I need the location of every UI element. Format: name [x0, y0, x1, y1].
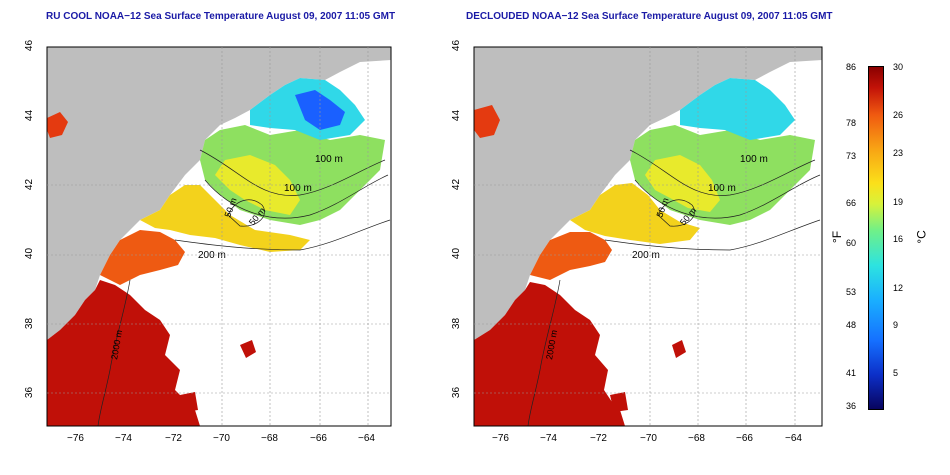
sst-orange-band — [100, 230, 185, 285]
sst-yellow-shelf — [570, 183, 700, 244]
fahrenheit-tick: 36 — [846, 401, 857, 411]
fahrenheit-tick: 86 — [846, 62, 857, 72]
celsius-tick: 19 — [893, 197, 904, 207]
land-mass — [47, 47, 391, 340]
fahrenheit-tick: 48 — [846, 320, 857, 330]
y-tick-label: 40 — [451, 247, 463, 260]
right-panel-title: DECLOUDED NOAA−12 Sea Surface Temperatur… — [466, 11, 833, 22]
celsius-tick: 30 — [893, 62, 904, 72]
x-tick-label: −64 — [358, 433, 375, 444]
fahrenheit-unit-label: °F — [830, 230, 845, 244]
contour-label-200m: 200 m — [632, 250, 660, 261]
y-tick-label: 42 — [451, 178, 463, 191]
fahrenheit-tick: 60 — [846, 238, 857, 248]
sst-warm-islets — [180, 340, 256, 412]
celsius-tick: 23 — [893, 148, 904, 158]
y-tick-label: 38 — [451, 317, 463, 330]
sst-warm-patch — [47, 112, 68, 138]
sst-warm-patch — [474, 105, 500, 138]
left-panel-title: RU COOL NOAA−12 Sea Surface Temperature … — [46, 11, 396, 22]
x-tick-label: −64 — [785, 433, 802, 444]
y-tick-label: 46 — [451, 39, 463, 52]
celsius-unit-label: °C — [914, 230, 929, 244]
x-tick-label: −76 — [492, 433, 509, 444]
contour-label-100m-a: 100 m — [740, 154, 768, 165]
y-tick-label: 36 — [451, 386, 463, 399]
temperature-colorbar — [868, 66, 884, 410]
x-tick-label: −76 — [67, 433, 84, 444]
x-tick-label: −68 — [688, 433, 705, 444]
x-tick-label: −72 — [165, 433, 182, 444]
fahrenheit-tick: 73 — [846, 151, 857, 161]
sst-orange-band — [530, 232, 612, 280]
x-tick-label: −68 — [261, 433, 278, 444]
x-tick-label: −66 — [736, 433, 753, 444]
fahrenheit-tick: 53 — [846, 287, 857, 297]
x-tick-label: −70 — [640, 433, 657, 444]
sst-yellow-gulf — [215, 155, 300, 215]
x-tick-label: −74 — [540, 433, 557, 444]
x-tick-label: −72 — [590, 433, 607, 444]
contour-label-100m-a: 100 m — [315, 154, 343, 165]
sst-warm-islets — [610, 340, 686, 412]
fahrenheit-tick: 78 — [846, 118, 857, 128]
contour-label-100m-b: 100 m — [284, 183, 312, 194]
fahrenheit-tick: 41 — [846, 368, 857, 378]
sst-warm-south — [474, 282, 625, 426]
celsius-tick: 9 — [893, 320, 899, 330]
contour-label-200m: 200 m — [198, 250, 226, 261]
bathymetry-contours — [527, 149, 821, 426]
fahrenheit-tick: 66 — [846, 198, 857, 208]
sst-yellow-shelf — [140, 185, 310, 252]
contour-label-100m-b: 100 m — [708, 183, 736, 194]
celsius-tick: 12 — [893, 283, 904, 293]
x-tick-label: −66 — [310, 433, 327, 444]
land-mass — [474, 47, 822, 340]
sst-warm-south — [47, 280, 200, 426]
celsius-tick: 26 — [893, 110, 904, 120]
sst-cyan-north — [680, 78, 795, 140]
celsius-tick: 16 — [893, 234, 904, 244]
celsius-tick: 5 — [893, 368, 899, 378]
sst-blue-north — [295, 90, 345, 130]
bathymetry-contours — [97, 149, 391, 426]
y-tick-label: 44 — [451, 109, 463, 122]
x-tick-label: −70 — [213, 433, 230, 444]
x-tick-label: −74 — [115, 433, 132, 444]
